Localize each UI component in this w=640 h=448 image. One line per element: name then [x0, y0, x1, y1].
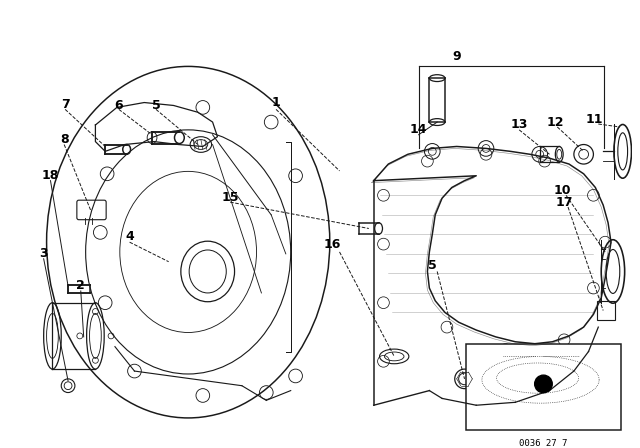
Text: 18: 18 — [42, 169, 59, 182]
Text: 13: 13 — [511, 118, 528, 132]
Bar — [597, 301, 615, 320]
Text: 7: 7 — [61, 98, 70, 111]
Text: 14: 14 — [410, 123, 428, 136]
Text: 17: 17 — [556, 196, 573, 209]
Text: 8: 8 — [60, 133, 68, 146]
Circle shape — [534, 375, 552, 393]
Text: 5: 5 — [152, 99, 161, 112]
Text: 11: 11 — [586, 112, 603, 125]
Text: 9: 9 — [452, 50, 461, 63]
Text: 16: 16 — [324, 237, 341, 250]
Text: 0036 27 7: 0036 27 7 — [520, 439, 568, 448]
Text: 2: 2 — [76, 279, 85, 292]
Text: 3: 3 — [39, 247, 48, 260]
Text: 5: 5 — [428, 259, 436, 272]
Text: 12: 12 — [547, 116, 564, 129]
Bar — [467, 344, 621, 430]
Text: 4: 4 — [125, 230, 134, 243]
Text: 1: 1 — [272, 96, 280, 109]
Text: 10: 10 — [554, 184, 571, 197]
Text: 15: 15 — [221, 191, 239, 204]
Text: 6: 6 — [115, 99, 123, 112]
